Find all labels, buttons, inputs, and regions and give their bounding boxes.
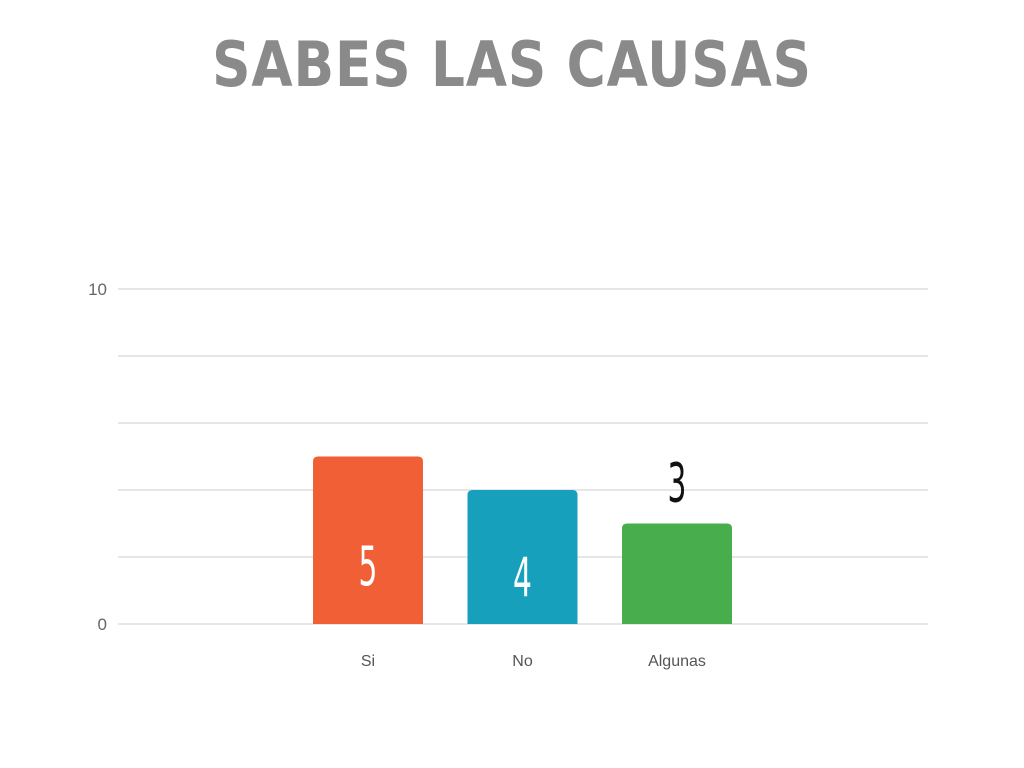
bar-no [467,490,578,624]
bar-si [313,456,423,624]
chart-title: SABES LAS CAUSAS [212,28,812,101]
bars: 5 4 3 [313,453,732,624]
data-label-si: 5 [359,537,378,599]
y-tick-label: 10 [88,280,107,299]
x-tick-label-algunas: Algunas [648,653,706,670]
x-tick-label-si: Si [361,653,375,670]
x-tick-label-no: No [512,653,533,670]
x-axis-labels: Si No Algunas [361,653,706,670]
data-label-no: 4 [513,548,532,610]
y-tick-label: 0 [98,615,107,634]
bar-algunas [622,523,732,624]
data-label-algunas: 3 [668,453,687,515]
y-axis-ticks: 0 10 [88,280,107,634]
